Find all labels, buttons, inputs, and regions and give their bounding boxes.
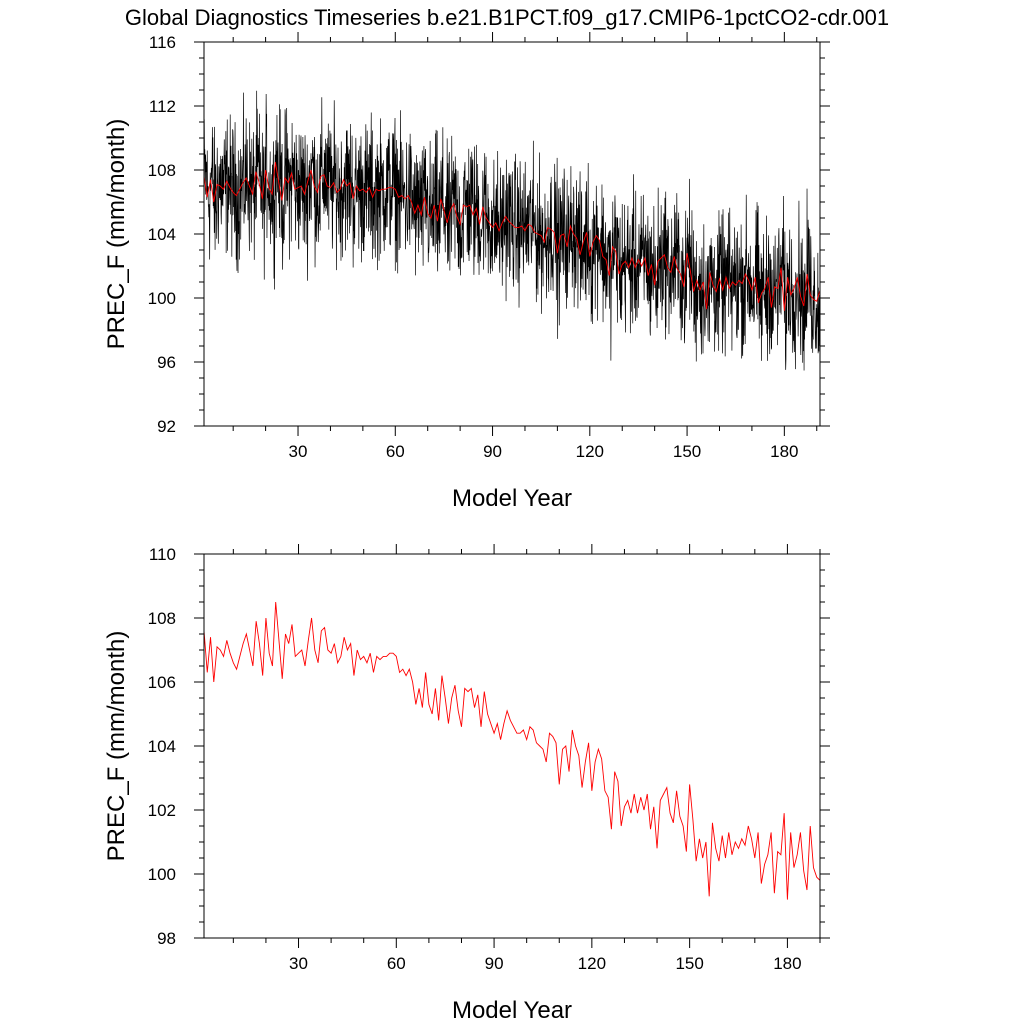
x-axis-label: Model Year xyxy=(452,997,572,1024)
x-tick-label: 30 xyxy=(289,442,308,461)
x-tick-label: 150 xyxy=(673,442,701,461)
x-tick-label: 90 xyxy=(485,954,504,973)
x-axis-label: Model Year xyxy=(452,485,572,512)
y-axis-label: PREC_F (mm/month) xyxy=(103,119,130,350)
y-tick-label: 110 xyxy=(149,545,176,564)
y-tick-label: 106 xyxy=(148,673,176,692)
x-tick-label: 60 xyxy=(387,954,406,973)
x-axis: 30 60 90 120 150 180 xyxy=(232,32,818,461)
y-tick-label: 96 xyxy=(157,353,176,372)
plot-frame xyxy=(203,553,821,939)
y-axis: 92 96 100 104 108 112 116 xyxy=(148,33,830,436)
y-tick-label: 104 xyxy=(148,225,176,244)
x-tick-label: 90 xyxy=(483,442,502,461)
panel-bottom-chart: 30 60 90 120 150 180 98 100 102 104 106 108 110 Model… xyxy=(103,544,830,1024)
y-tick-label: 108 xyxy=(148,161,176,180)
series-line-annual-mean xyxy=(204,161,820,311)
x-tick-label: 30 xyxy=(289,954,308,973)
series-line-annual-mean xyxy=(204,601,820,900)
y-tick-label: 100 xyxy=(148,289,176,308)
y-tick-label: 102 xyxy=(148,801,176,820)
x-axis: 30 60 90 120 150 180 xyxy=(232,544,821,973)
x-tick-label: 120 xyxy=(578,954,606,973)
y-tick-label: 92 xyxy=(157,417,176,436)
y-tick-label: 108 xyxy=(148,609,176,628)
y-axis-label: PREC_F (mm/month) xyxy=(103,631,130,862)
x-tick-label: 180 xyxy=(770,442,798,461)
x-tick-label: 120 xyxy=(576,442,604,461)
x-tick-label: 180 xyxy=(773,954,801,973)
series-line-monthly xyxy=(204,90,820,371)
figure-title: Global Diagnostics Timeseries b.e21.B1PC… xyxy=(125,5,889,30)
y-tick-label: 100 xyxy=(148,865,176,884)
y-axis: 98 100 102 104 106 108 110 xyxy=(148,545,830,948)
x-tick-label: 60 xyxy=(386,442,405,461)
y-tick-label: 112 xyxy=(149,97,176,116)
panel-top-chart: 30 60 90 120 150 180 92 96 100 104 108 112 116 Model … xyxy=(103,32,830,512)
x-tick-label: 150 xyxy=(675,954,703,973)
y-tick-label: 98 xyxy=(157,929,176,948)
y-tick-label: 116 xyxy=(149,33,176,52)
y-tick-label: 104 xyxy=(148,737,176,756)
